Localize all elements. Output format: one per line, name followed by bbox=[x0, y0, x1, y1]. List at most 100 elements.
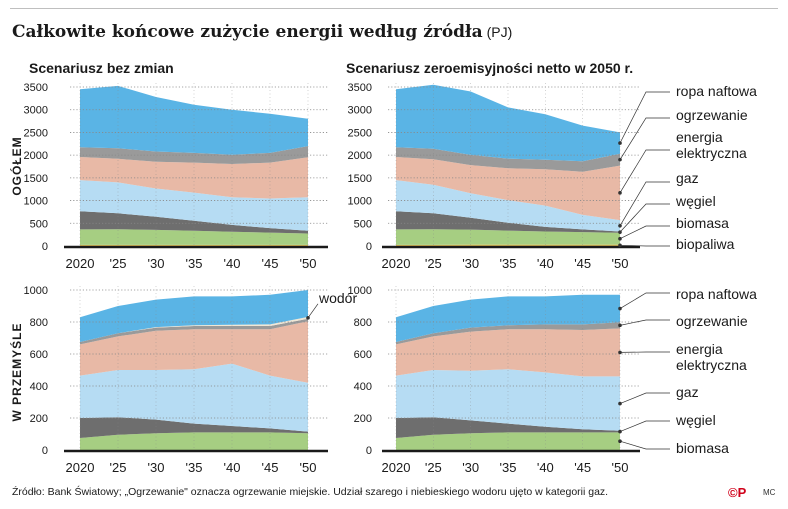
x-tick-label: '35 bbox=[186, 460, 203, 475]
x-tick-label: '45 bbox=[262, 460, 279, 475]
legend-label-wegiel: węgiel bbox=[675, 193, 716, 209]
y-tick-label: 1500 bbox=[348, 173, 372, 185]
y-tick-label: 1000 bbox=[348, 285, 372, 297]
row-label-ogolem: OGÓŁEM bbox=[9, 136, 24, 195]
area-wegiel bbox=[80, 211, 308, 234]
x-tick-label: '40 bbox=[537, 256, 554, 271]
x-tick-label: '45 bbox=[574, 256, 591, 271]
legend-label-biomasa: biomasa bbox=[676, 440, 729, 456]
chart-panel-2: 0 500 1000 1500 2000 2500 3000 3500 2020 '25 '30 '3… bbox=[346, 60, 640, 271]
publisher-logo: ©P bbox=[728, 485, 747, 500]
x-tick-label: '25 bbox=[110, 256, 127, 271]
chart-title: Całkowite końcowe zużycie energii według… bbox=[12, 22, 512, 42]
area-ropa-naftowa bbox=[396, 84, 620, 162]
y-tick-label: 2000 bbox=[24, 150, 48, 162]
legend-leader bbox=[619, 244, 670, 247]
legend-label-ogrzewanie: ogrzewanie bbox=[676, 107, 748, 123]
legend-marker bbox=[618, 350, 622, 355]
legend-leader bbox=[619, 203, 670, 233]
legend-label-ogrzewanie: ogrzewanie bbox=[676, 313, 748, 329]
y-tick-label: 2500 bbox=[24, 127, 48, 139]
legend-leader bbox=[619, 225, 670, 240]
x-tick-label: '30 bbox=[462, 256, 479, 271]
y-tick-label: 3500 bbox=[348, 82, 372, 94]
x-tick-label: '35 bbox=[186, 256, 203, 271]
area-ogrzewanie bbox=[396, 322, 620, 345]
x-tick-label: '25 bbox=[110, 460, 127, 475]
y-tick-label: 2000 bbox=[348, 150, 372, 162]
legend-leader bbox=[619, 149, 670, 194]
legend-label-ropa-naftowa: ropa naftowa bbox=[676, 83, 757, 99]
y-tick-label: 1000 bbox=[348, 196, 372, 208]
y-tick-label: 500 bbox=[354, 218, 372, 230]
y-tick-label: 3000 bbox=[24, 105, 48, 117]
x-tick-label: 2020 bbox=[66, 460, 95, 475]
legend-label-gaz: gaz bbox=[676, 170, 699, 186]
x-tick-label: 2020 bbox=[382, 460, 411, 475]
legend-label-energia-elektryczna: elektryczna bbox=[676, 357, 747, 373]
y-tick-label: 800 bbox=[354, 317, 372, 329]
x-tick-label: 2020 bbox=[66, 256, 95, 271]
area-biomasa bbox=[80, 432, 308, 450]
x-tick-label: '50 bbox=[612, 460, 629, 475]
chart-panel-1: 0 500 1000 1500 2000 2500 3000 3500 2020 '25 '30 '3… bbox=[24, 60, 328, 271]
legend-leader bbox=[619, 440, 670, 450]
wodor-leader bbox=[307, 303, 319, 319]
x-tick-label: '25 bbox=[425, 460, 442, 475]
legend-leader bbox=[619, 91, 670, 144]
y-tick-label: 1500 bbox=[24, 173, 48, 185]
legend-marker bbox=[618, 429, 622, 434]
y-tick-label: 600 bbox=[30, 349, 48, 361]
panel-title: Scenariusz zeroemisyjności netto w 2050 … bbox=[346, 60, 633, 76]
legend-leader bbox=[619, 117, 670, 160]
legend-label-gaz: gaz bbox=[676, 384, 699, 400]
x-tick-label: '35 bbox=[500, 256, 517, 271]
title-text: Całkowite końcowe zużycie energii według… bbox=[12, 22, 483, 42]
area-energia-elektryczna bbox=[396, 328, 620, 377]
x-tick-label: '45 bbox=[574, 460, 591, 475]
y-tick-label: 1000 bbox=[24, 196, 48, 208]
x-tick-label: '45 bbox=[262, 256, 279, 271]
legend-leader bbox=[619, 181, 670, 226]
area-ogrzewanie bbox=[396, 147, 620, 172]
area-gaz bbox=[80, 180, 308, 231]
legend-leader bbox=[619, 319, 670, 326]
area-wegiel bbox=[396, 211, 620, 233]
x-tick-label: '50 bbox=[300, 256, 317, 271]
x-tick-label: '30 bbox=[148, 460, 165, 475]
x-tick-label: '25 bbox=[425, 256, 442, 271]
top-rule bbox=[10, 8, 778, 9]
author-initials: MC bbox=[763, 488, 776, 497]
y-tick-label: 0 bbox=[366, 241, 372, 253]
y-tick-label: 0 bbox=[366, 445, 372, 457]
area-ropa-naftowa bbox=[80, 85, 308, 155]
area-gaz bbox=[396, 369, 620, 431]
legend-label-wegiel: węgiel bbox=[675, 412, 716, 428]
source-note: Źródło: Bank Światowy; „Ogrzewanie" ozna… bbox=[12, 486, 609, 498]
y-tick-label: 400 bbox=[354, 381, 372, 393]
chart-panel-3: 0 200 400 600 800 1000 2020 '25 '30 '35 '40 '45 '50 w… bbox=[24, 285, 358, 475]
y-tick-label: 800 bbox=[30, 317, 48, 329]
y-tick-label: 500 bbox=[30, 218, 48, 230]
y-tick-label: 0 bbox=[42, 445, 48, 457]
row-label-przemysl: W PRZEMYŚLE bbox=[9, 322, 24, 421]
y-tick-label: 200 bbox=[30, 413, 48, 425]
y-tick-label: 3500 bbox=[24, 82, 48, 94]
y-tick-label: 3000 bbox=[348, 105, 372, 117]
x-tick-label: 2020 bbox=[382, 256, 411, 271]
y-tick-label: 400 bbox=[30, 381, 48, 393]
area-energia-elektryczna bbox=[80, 321, 308, 383]
legend-label-biopaliwa: biopaliwa bbox=[676, 236, 735, 252]
x-tick-label: '30 bbox=[462, 460, 479, 475]
x-tick-label: '30 bbox=[148, 256, 165, 271]
area-biopaliwa bbox=[396, 244, 620, 246]
y-tick-label: 0 bbox=[42, 241, 48, 253]
panel-title: Scenariusz bez zmian bbox=[29, 60, 174, 76]
y-tick-label: 200 bbox=[354, 413, 372, 425]
legend-label-energia-elektryczna: elektryczna bbox=[676, 145, 747, 161]
title-unit: (PJ) bbox=[486, 24, 513, 40]
legend-leader bbox=[619, 420, 670, 432]
legend-leader bbox=[619, 392, 670, 404]
legend-label-biomasa: biomasa bbox=[676, 215, 729, 231]
area-gaz bbox=[80, 363, 308, 432]
